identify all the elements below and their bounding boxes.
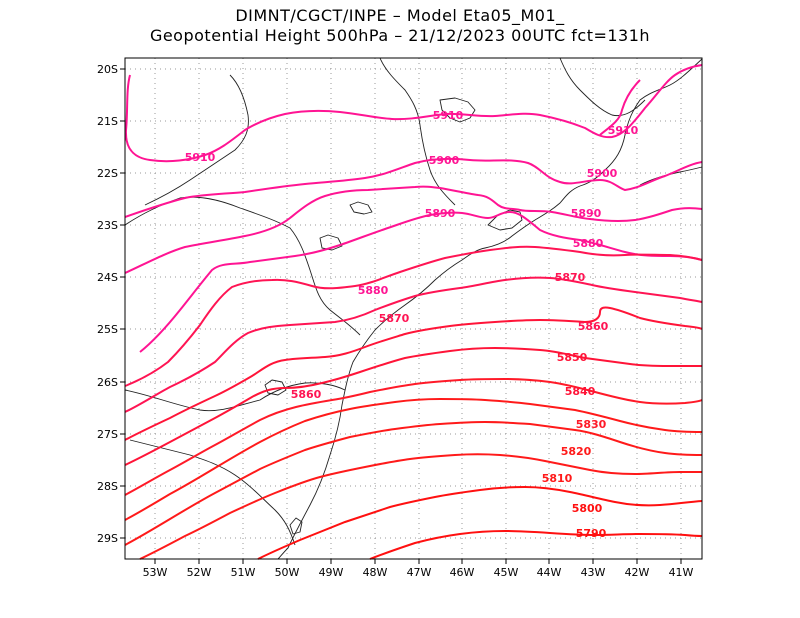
map-title-line-2: Geopotential Height 500hPa – 21/12/2023 … (149, 26, 651, 45)
contour-label: 5870 (555, 271, 586, 284)
contour-label: 5800 (572, 502, 603, 515)
contour-label: 5840 (565, 385, 596, 398)
contour-label: 5890 (571, 207, 602, 220)
contour-5820 (124, 397, 703, 521)
lat-tick-label: 26S (97, 376, 118, 389)
contour-label: 5910 (433, 109, 464, 122)
contour-label: 5860 (291, 388, 322, 401)
lon-tick-label: 48W (363, 566, 388, 579)
lon-tick-label: 50W (275, 566, 300, 579)
height-contours (124, 64, 703, 560)
lon-tick-label: 44W (537, 566, 562, 579)
lon-tick-label: 47W (407, 566, 432, 579)
contour-5850 (124, 306, 703, 441)
contour-5830 (124, 377, 703, 496)
contour-5860 (124, 276, 703, 413)
contour-5780-edge (369, 529, 703, 560)
lon-tick-label: 46W (450, 566, 475, 579)
lat-tick-label: 25S (97, 323, 118, 336)
lat-tick-label: 24S (97, 271, 118, 284)
lat-tick-label: 21S (97, 115, 118, 128)
contour-5910-west (124, 64, 703, 163)
lon-tick-label: 42W (625, 566, 650, 579)
contour-label: 5860 (578, 320, 609, 333)
map-frame (124, 57, 703, 560)
lat-tick-label: 29S (97, 532, 118, 545)
lat-axis-labels: 20S 21S 22S 23S 24S 25S 26S 27S 28S 29S (97, 63, 118, 545)
contour-label: 5880 (358, 284, 389, 297)
lon-tick-label: 49W (319, 566, 344, 579)
contour-5790 (257, 485, 703, 560)
contour-label: 5900 (587, 167, 618, 180)
lat-tick-label: 20S (97, 63, 118, 76)
contour-5910-north (599, 79, 641, 136)
lat-lon-grid (125, 58, 702, 559)
contour-5800 (139, 453, 702, 560)
tick-marks (120, 68, 682, 564)
lat-tick-label: 23S (97, 219, 118, 232)
lon-tick-label: 51W (231, 566, 256, 579)
lon-tick-label: 52W (187, 566, 212, 579)
contour-label: 5880 (573, 237, 604, 250)
contour-label: 5910 (608, 124, 639, 137)
lon-tick-label: 53W (143, 566, 168, 579)
contour-label: 5910 (185, 151, 216, 164)
lon-tick-label: 43W (581, 566, 606, 579)
contour-labels: 5910 5910 5910 5900 5900 5890 5890 5880 … (185, 109, 639, 540)
contour-5900 (124, 158, 703, 218)
contour-5880 (139, 210, 703, 353)
contour-5890 (124, 185, 703, 274)
lat-tick-label: 28S (97, 480, 118, 493)
contour-label: 5900 (429, 154, 460, 167)
map-title-line-1: DIMNT/CGCT/INPE – Model Eta05_M01_ (235, 6, 565, 25)
contour-label: 5830 (576, 418, 607, 431)
contour-5810 (124, 420, 703, 546)
lon-tick-label: 45W (494, 566, 519, 579)
contour-5870 (124, 245, 703, 387)
lon-axis-labels: 53W 52W 51W 50W 49W 48W 47W 46W 45W 44W … (143, 566, 694, 579)
contour-label: 5890 (425, 207, 456, 220)
contour-label: 5870 (379, 312, 410, 325)
contour-5840 (124, 346, 702, 466)
contour-label: 5850 (557, 351, 588, 364)
contour-label: 5790 (576, 527, 607, 540)
lat-tick-label: 27S (97, 428, 118, 441)
lat-tick-label: 22S (97, 167, 118, 180)
lon-tick-label: 41W (669, 566, 694, 579)
contour-label: 5820 (561, 445, 592, 458)
contour-label: 5810 (542, 472, 573, 485)
